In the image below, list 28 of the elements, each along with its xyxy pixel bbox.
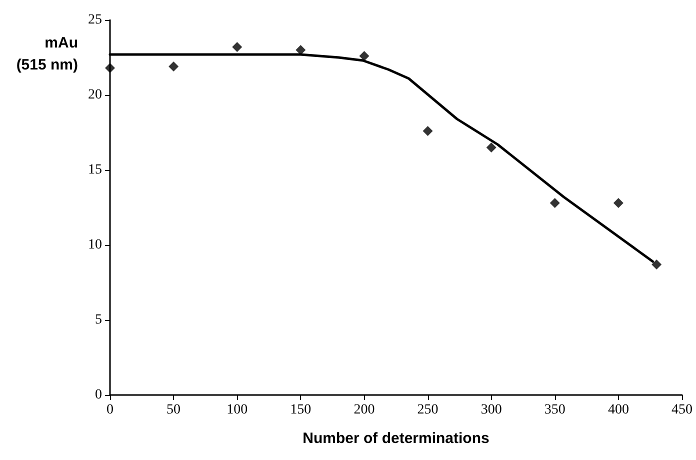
y-tick-label: 5 [95,312,102,328]
point [486,142,496,152]
y-axis-title: mAu (515 nm) [16,34,78,74]
x-axis-title: Number of determinations [302,430,490,447]
point [105,63,115,73]
y-tick-label: 10 [88,238,102,252]
x-tick-label: 100 [226,402,248,418]
point [296,45,306,55]
x-tick-label: 400 [608,402,629,418]
x-tick-label: 0 [106,402,114,418]
x-tick-label: 300 [480,402,502,418]
y-tick-label: 0 [95,388,102,402]
x-tick-label: 450 [672,402,692,418]
x-tick-label: 350 [544,402,566,418]
x-tick-label: 200 [354,402,375,418]
point [652,260,662,270]
point [550,198,560,208]
y-tick-label: 25 [88,12,102,28]
x-tick-label: 150 [290,402,312,418]
x-tick-label: 50 [166,402,181,418]
x-tick-label: 250 [417,402,438,418]
point [422,126,433,136]
point [232,42,242,52]
point [359,51,370,61]
y-tick-label: 15 [88,162,102,178]
point [613,198,624,208]
y-tick-label: 20 [88,88,102,102]
point [168,62,179,72]
